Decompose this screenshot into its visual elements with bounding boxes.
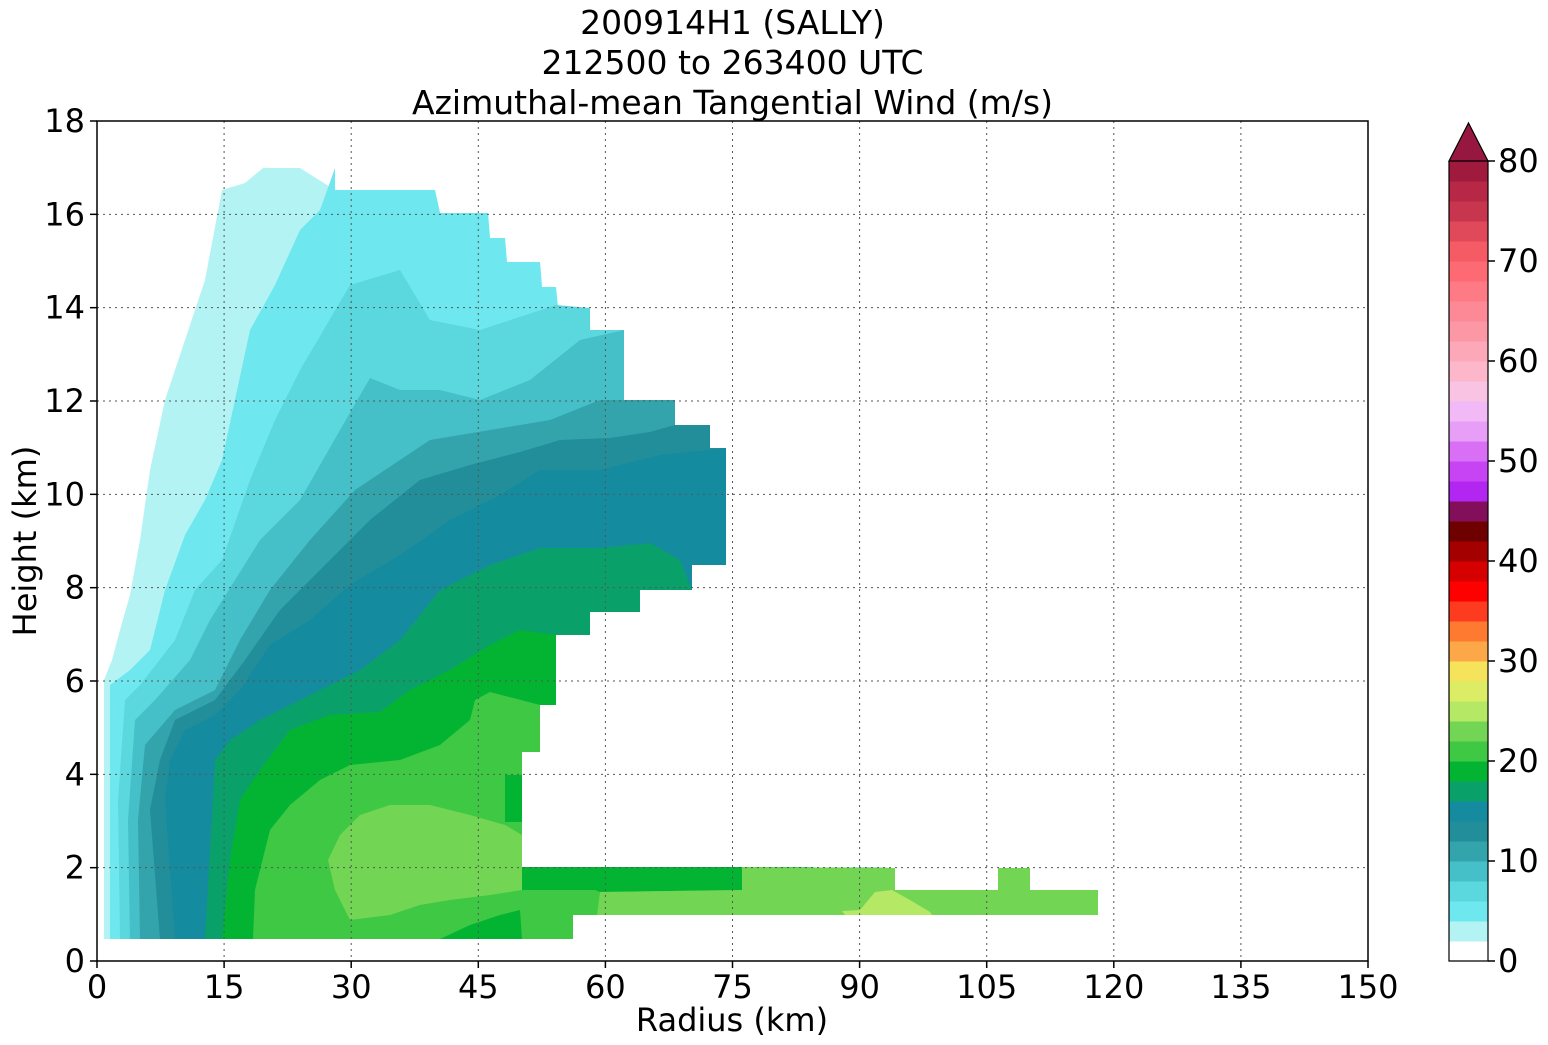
contour-fill-layer [104,168,1098,939]
colorbar-segment [1449,461,1488,482]
colorbar-segment [1449,781,1488,802]
chart-title-line-1: 200914H1 (SALLY) [580,3,885,42]
x-tick-label: 150 [1337,968,1398,1006]
colorbar-tick-label: 80 [1498,142,1539,180]
colorbar-segment [1449,441,1488,462]
y-tick-label: 6 [65,662,85,700]
colorbar-tick-label: 0 [1498,942,1518,980]
y-tick-label: 12 [44,382,85,420]
contour-level-18-patch [500,910,522,939]
colorbar-segment [1449,341,1488,362]
colorbar-segment [1449,821,1488,842]
y-tick-label: 0 [65,942,85,980]
colorbar-segment [1449,541,1488,562]
colorbar-tick-label: 20 [1498,742,1539,780]
x-tick-label: 60 [585,968,626,1006]
colorbar-segment [1449,741,1488,762]
colorbar-segment [1449,221,1488,242]
y-tick-label: 18 [44,102,85,140]
colorbar-segment [1449,361,1488,382]
colorbar-segment [1449,941,1488,962]
colorbar-segment [1449,761,1488,782]
colorbar-segment [1449,501,1488,522]
colorbar-segment [1449,861,1488,882]
x-axis: 0 15 30 45 60 75 90 105 120 135 150 [87,961,1399,1006]
colorbar-segment [1449,481,1488,502]
x-tick-label: 90 [839,968,880,1006]
y-tick-label: 4 [65,755,85,793]
y-tick-label: 14 [44,289,85,327]
x-tick-label: 105 [956,968,1017,1006]
colorbar-segment [1449,901,1488,922]
colorbar-segment [1449,301,1488,322]
colorbar-segment [1449,681,1488,702]
colorbar-segment [1449,841,1488,862]
chart-title-line-2: 212500 to 263400 UTC [541,43,924,82]
y-tick-label: 8 [65,569,85,607]
x-tick-label: 135 [1210,968,1271,1006]
colorbar-segment [1449,621,1488,642]
colorbar-tick-label: 50 [1498,442,1539,480]
colorbar-segment [1449,241,1488,262]
colorbar-tick-label: 70 [1498,242,1539,280]
x-tick-label: 75 [712,968,753,1006]
colorbar-segment [1449,161,1488,182]
grid-lines [97,121,1368,961]
colorbar-tick-label: 60 [1498,342,1539,380]
x-tick-label: 0 [87,968,107,1006]
colorbar-tick-label: 40 [1498,542,1539,580]
colorbar-segment [1449,881,1488,902]
y-tick-label: 2 [65,849,85,887]
colorbar-segment [1449,401,1488,422]
colorbar-tick-label: 30 [1498,642,1539,680]
colorbar-segment [1449,561,1488,582]
colorbar: 0 10 20 30 40 50 60 70 80 [1448,121,1539,980]
colorbar-segment [1449,701,1488,722]
y-tick-label: 10 [44,475,85,513]
colorbar-segment [1449,281,1488,302]
colorbar-segment [1449,521,1488,542]
x-tick-label: 15 [204,968,245,1006]
colorbar-segment [1449,581,1488,602]
y-axis: 0 2 4 6 8 10 12 14 16 18 [44,102,97,980]
x-tick-label: 120 [1083,968,1144,1006]
y-axis-label: Height (km) [6,446,44,637]
colorbar-segment [1449,421,1488,442]
colorbar-segment [1449,181,1488,202]
colorbar-extend-arrow [1448,121,1489,162]
colorbar-segment [1449,261,1488,282]
colorbar-segment [1449,201,1488,222]
contour-level-22 [328,805,1098,920]
colorbar-segment [1449,641,1488,662]
colorbar-segment [1449,661,1488,682]
colorbar-segment [1449,801,1488,822]
colorbar-segment [1449,381,1488,402]
colorbar-segment [1449,321,1488,342]
x-tick-label: 45 [458,968,499,1006]
x-tick-label: 30 [331,968,372,1006]
x-axis-label: Radius (km) [636,1001,828,1039]
colorbar-segment [1449,601,1488,622]
colorbar-segment [1449,721,1488,742]
chart-title-line-3: Azimuthal-mean Tangential Wind (m/s) [412,83,1053,122]
colorbar-tick-label: 10 [1498,842,1539,880]
y-tick-label: 16 [44,195,85,233]
contour-level-24 [842,890,932,915]
colorbar-segment [1449,921,1488,942]
